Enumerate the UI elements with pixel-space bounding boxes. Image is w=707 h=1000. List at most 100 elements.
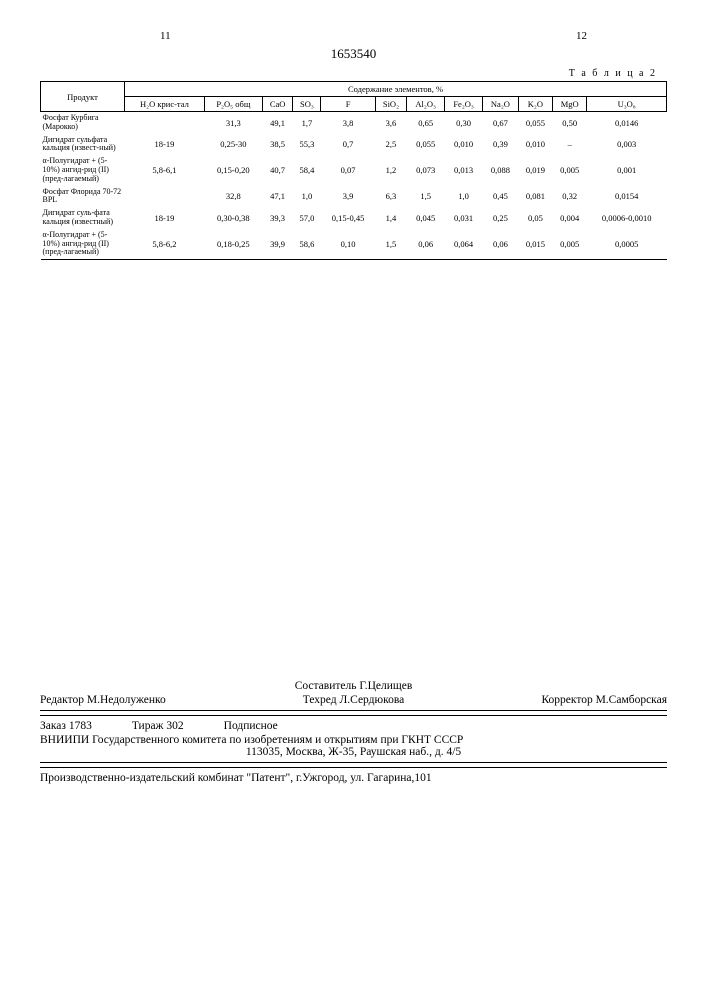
data-cell: 5,8-6,1	[125, 155, 205, 185]
divider	[40, 710, 667, 711]
divider	[40, 715, 667, 716]
data-cell: 2,5	[375, 134, 406, 156]
data-cell	[125, 186, 205, 208]
col-header: CaO	[262, 97, 293, 112]
address: 113035, Москва, Ж-35, Раушская наб., д. …	[40, 746, 667, 758]
table-row: α-Полугидрат + (5-10%) ангид-рид (II) (п…	[41, 229, 667, 260]
footer: Составитель Г.Целищев Редактор М.Недолуж…	[40, 680, 667, 784]
page-header: 11 12	[160, 30, 587, 42]
data-cell: 0,7	[321, 134, 375, 156]
data-cell: 0,06	[407, 229, 445, 260]
table-label: Т а б л и ц а 2	[40, 68, 657, 79]
compiler-label: Составитель	[295, 680, 357, 692]
table-row: Фосфат Флорида 70-72 BPL32,847,11,03,96,…	[41, 186, 667, 208]
table-row: Фосфат Курбига (Марокко) 31,349,11,73,83,…	[41, 112, 667, 134]
data-cell: 1,0	[445, 186, 483, 208]
data-cell: 57,0	[293, 207, 321, 229]
data-cell: 3,8	[321, 112, 375, 134]
data-cell: 6,3	[375, 186, 406, 208]
col-product: Продукт	[41, 82, 125, 112]
data-cell: 0,05	[518, 207, 552, 229]
data-cell: 55,3	[293, 134, 321, 156]
data-cell: 18-19	[125, 207, 205, 229]
data-cell: 39,9	[262, 229, 293, 260]
data-cell: 0,32	[553, 186, 587, 208]
tech-label: Техред	[303, 694, 337, 706]
data-cell: 0,10	[321, 229, 375, 260]
table-row: Дигидрат сульфата кальция (извест-ный)18…	[41, 134, 667, 156]
table-body: Фосфат Курбига (Марокко)31,349,11,73,83,…	[41, 112, 667, 260]
left-page-num: 11	[160, 30, 171, 42]
data-cell: 18-19	[125, 134, 205, 156]
data-cell: 0,15-0,20	[204, 155, 262, 185]
data-cell: 38,5	[262, 134, 293, 156]
data-cell: 0,010	[518, 134, 552, 156]
print-line: Производственно-издательский комбинат "П…	[40, 772, 667, 784]
col-group: Содержание элементов, %	[125, 82, 667, 97]
data-cell: 0,081	[518, 186, 552, 208]
data-cell: 39,3	[262, 207, 293, 229]
col-header: SO₃	[293, 97, 321, 112]
data-cell: 40,7	[262, 155, 293, 185]
data-cell: 0,003	[587, 134, 667, 156]
data-cell: 0,019	[518, 155, 552, 185]
doc-number: 1653540	[40, 46, 667, 62]
data-cell: 58,4	[293, 155, 321, 185]
data-cell: 0,25	[483, 207, 519, 229]
data-cell: 0,064	[445, 229, 483, 260]
col-header: H₂O крис-тал	[125, 97, 205, 112]
col-header: U₃O₈	[587, 97, 667, 112]
data-cell: 0,06	[483, 229, 519, 260]
elements-table: Продукт Содержание элементов, % H₂O крис…	[40, 81, 667, 260]
col-header: Fe₂O₃	[445, 97, 483, 112]
data-cell: 0,0154	[587, 186, 667, 208]
data-cell: 0,0006-0,0010	[587, 207, 667, 229]
col-header: MgO	[553, 97, 587, 112]
signed: Подписное	[224, 720, 278, 732]
data-cell: 3,9	[321, 186, 375, 208]
data-cell: 0,005	[553, 229, 587, 260]
data-cell: 1,5	[407, 186, 445, 208]
data-cell: 0,055	[407, 134, 445, 156]
data-cell: 1,5	[375, 229, 406, 260]
data-cell: 0,50	[553, 112, 587, 134]
data-cell: 0,39	[483, 134, 519, 156]
compiler-name: Г.Целищев	[359, 680, 412, 692]
data-cell: 31,3	[204, 112, 262, 134]
data-cell: 0,07	[321, 155, 375, 185]
data-cell: 0,30-0,38	[204, 207, 262, 229]
data-cell: 0,30	[445, 112, 483, 134]
data-cell: 0,15-0,45	[321, 207, 375, 229]
data-cell: 1,0	[293, 186, 321, 208]
divider	[40, 762, 667, 763]
data-cell: 0,001	[587, 155, 667, 185]
order-label: Заказ	[40, 720, 66, 732]
data-cell: 0,013	[445, 155, 483, 185]
product-cell: Фосфат Флорида 70-72 BPL	[41, 186, 125, 208]
data-cell: 1,2	[375, 155, 406, 185]
col-header: K₂O	[518, 97, 552, 112]
product-cell: Фосфат Курбига (Марокко)	[41, 112, 125, 134]
col-headers-row: H₂O крис-талP₂O₅ общCaOSO₃FSiO₂Al₂O₃Fe₂O…	[41, 97, 667, 112]
data-cell: 3,6	[375, 112, 406, 134]
data-cell: 0,073	[407, 155, 445, 185]
data-cell: 1,4	[375, 207, 406, 229]
data-cell: 0,18-0,25	[204, 229, 262, 260]
data-cell: 0,005	[553, 155, 587, 185]
proof-label: Корректор	[541, 694, 592, 706]
data-cell	[125, 112, 205, 134]
col-header: Al₂O₃	[407, 97, 445, 112]
product-cell: α-Полугидрат + (5-10%) ангид-рид (II) (п…	[41, 155, 125, 185]
tech-name: Л.Сердюкова	[339, 694, 404, 706]
col-header: Na₂O	[483, 97, 519, 112]
data-cell: 0,67	[483, 112, 519, 134]
col-header: SiO₂	[375, 97, 406, 112]
data-cell: 0,088	[483, 155, 519, 185]
data-cell: 0,010	[445, 134, 483, 156]
data-cell: 1,7	[293, 112, 321, 134]
data-cell: 0,65	[407, 112, 445, 134]
edition-num: 302	[166, 720, 183, 732]
data-cell: 0,045	[407, 207, 445, 229]
data-cell: 0,25-30	[204, 134, 262, 156]
data-cell: 49,1	[262, 112, 293, 134]
